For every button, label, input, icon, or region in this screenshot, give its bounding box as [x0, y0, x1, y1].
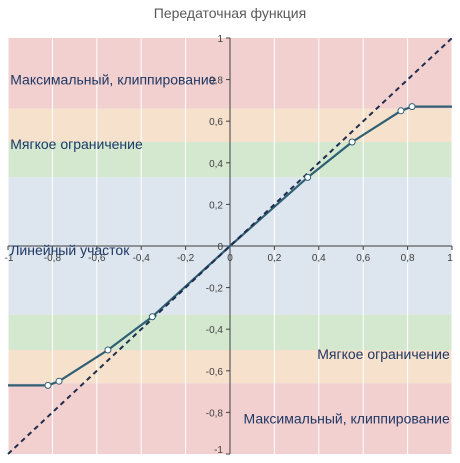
- data-point-marker: [304, 173, 312, 181]
- linear-reference-line: [7, 37, 453, 455]
- y-tick-label: -1: [214, 445, 223, 456]
- y-tick-label: 0,8: [209, 76, 223, 87]
- data-point-marker: [104, 346, 112, 354]
- y-tick-label: 0: [217, 242, 223, 253]
- x-tick-label: -0,8: [44, 253, 62, 264]
- x-tick-label: 0,6: [356, 253, 370, 264]
- y-tick-label: 0,6: [209, 117, 223, 128]
- series-lines: [7, 37, 453, 455]
- x-tick-label: -0,6: [88, 253, 106, 264]
- x-tick-label: 1: [447, 253, 453, 264]
- x-tick-label: 0: [227, 253, 233, 264]
- zone-labels: Максимальный, клиппирование Мягкое ограни…: [10, 72, 450, 427]
- zone-label-1: Мягкое ограничение: [10, 136, 143, 152]
- zone-label-4: Максимальный, клиппирование: [244, 411, 450, 427]
- transfer-curve: [8, 105, 452, 387]
- zone-label-0: Максимальный, клиппирование: [10, 72, 216, 88]
- y-tick-label: -0,8: [206, 408, 224, 419]
- zone-label-2: Линейный участок: [10, 242, 130, 258]
- data-point-marker: [148, 313, 156, 321]
- x-tick-label: -0,2: [177, 253, 195, 264]
- y-tick-label: 0,4: [209, 159, 223, 170]
- y-tick-label: 1: [217, 34, 223, 45]
- data-point-marker: [348, 138, 356, 146]
- data-point-marker: [55, 377, 63, 385]
- data-point-marker: [397, 107, 405, 115]
- x-tick-label: 0,2: [267, 253, 281, 264]
- series-markers: [44, 103, 416, 389]
- x-tick-label: -1: [5, 253, 14, 264]
- zone-label-3: Мягкое ограничение: [317, 346, 450, 362]
- x-tick-label: -0,4: [133, 253, 151, 264]
- data-point-marker: [408, 103, 416, 111]
- chart-title: Передаточная функция: [154, 5, 306, 21]
- y-tick-label: -0,2: [206, 284, 224, 295]
- x-tick-label: 0,4: [312, 253, 326, 264]
- y-tick-label: -0,4: [206, 325, 224, 336]
- data-point-marker: [44, 381, 52, 389]
- x-tick-label: 0,8: [401, 253, 415, 264]
- y-tick-label: 0,2: [209, 200, 223, 211]
- y-tick-label: -0,6: [206, 367, 224, 378]
